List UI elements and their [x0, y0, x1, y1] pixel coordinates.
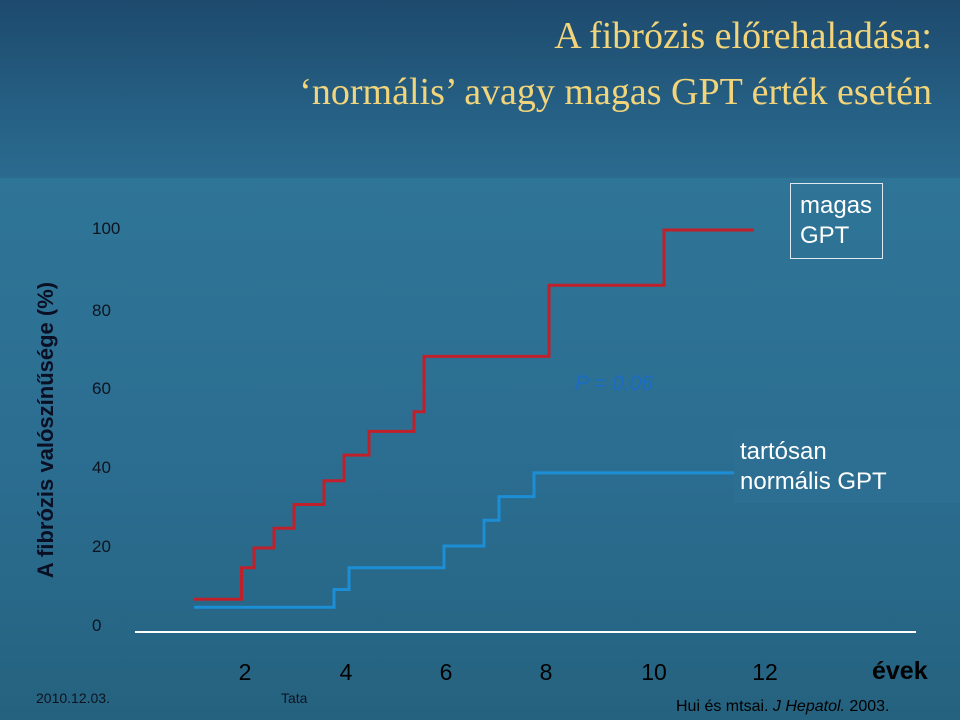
x-tick-label: 6: [439, 659, 453, 685]
slide-title-line1: A fibrózis előrehaladása:: [554, 15, 932, 57]
footer-date: 2010.12.03.: [36, 690, 110, 706]
series-line-normal-gpt: [194, 447, 741, 609]
legend-high-gpt-line2: GPT: [800, 222, 850, 249]
x-axis-unit: évek: [872, 657, 928, 685]
legend-normal-gpt: tartósan normális GPT: [734, 429, 960, 503]
y-tick-label: 80: [92, 301, 111, 320]
p-value-annotation: P = 0.06: [575, 372, 654, 395]
x-tick-label: 12: [752, 659, 778, 685]
x-tick-label: 10: [641, 659, 667, 685]
y-tick-label: 60: [92, 379, 111, 398]
legend-normal-gpt-line1: tartósan: [740, 438, 827, 465]
slide-title-line2: ‘normális’ avagy magas GPT érték esetén: [299, 71, 932, 113]
legend-normal-gpt-line2: normális GPT: [740, 468, 887, 495]
title-banner: A fibrózis előrehaladása: ‘normális’ ava…: [0, 0, 960, 178]
series-layer: [194, 228, 754, 609]
citation-journal: J Hepatol.: [772, 698, 845, 715]
x-tick-label: 8: [539, 659, 553, 685]
footer-place: Tata: [281, 690, 308, 706]
series-line-high-gpt: [194, 228, 754, 601]
legend-high-gpt-line1: magas: [800, 192, 873, 219]
y-tick-label: 20: [92, 537, 111, 556]
citation: Hui és mtsai. J Hepatol. 2003.: [676, 698, 889, 716]
y-tick-label: 40: [92, 458, 111, 477]
y-tick-label: 100: [92, 219, 121, 238]
x-tick-label: 4: [339, 659, 353, 685]
y-tick-label: 0: [92, 616, 102, 635]
citation-year: 2003.: [844, 698, 890, 715]
legend-high-gpt: [790, 183, 883, 259]
x-tick-label: 2: [238, 659, 252, 685]
citation-authors: Hui és mtsai.: [676, 698, 773, 715]
legend-normal-gpt-background: [734, 429, 960, 503]
